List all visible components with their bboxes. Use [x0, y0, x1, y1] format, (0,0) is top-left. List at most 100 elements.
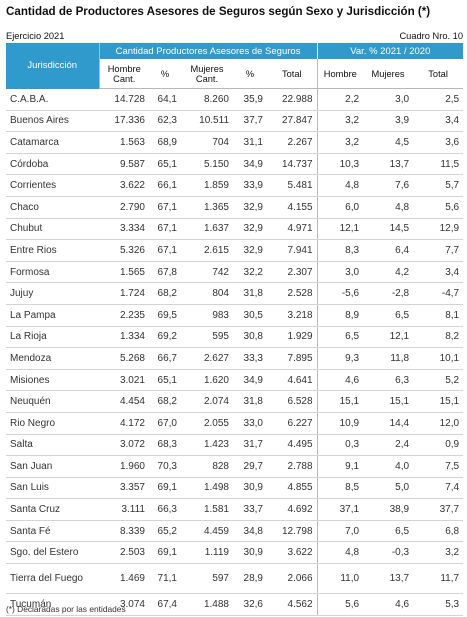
cell-total: 2.267	[267, 131, 318, 154]
cell-total: 6.227	[267, 412, 318, 435]
cell-hombre-cant: 2.503	[99, 541, 149, 565]
cell-hombre-pct: 69,5	[149, 304, 181, 327]
cell-jurisdiccion: Rio Negro	[6, 412, 99, 435]
cell-total: 5.481	[267, 174, 318, 197]
cell-jurisdiccion: C.A.B.A.	[6, 88, 99, 111]
cell-hombre-pct: 67,4	[149, 593, 181, 616]
cell-hombre-cant: 3.622	[99, 174, 149, 197]
cell-hombre-pct: 67,8	[149, 261, 181, 284]
cell-mujeres-pct: 31,8	[233, 390, 267, 413]
cell-mujeres-pct: 33,7	[233, 498, 267, 521]
cell-mujeres-cant: 1.859	[181, 174, 233, 197]
cell-var-mujeres: 6,5	[363, 520, 414, 543]
cell-var-mujeres: 13,7	[363, 563, 414, 595]
cell-jurisdiccion: Chaco	[6, 196, 99, 219]
cell-total: 3.218	[267, 304, 318, 327]
ejercicio-label: Ejercicio 2021	[6, 31, 65, 41]
cell-var-mujeres: -2,8	[363, 282, 414, 305]
cell-jurisdiccion: Tucumán	[6, 593, 99, 616]
cell-mujeres-pct: 37,7	[233, 110, 267, 133]
table-row: Santa Fé 8.339 65,2 4.459 34,8 12.798 7,0 6,5 6,…	[6, 520, 464, 543]
cell-var-total: 6,8	[413, 520, 464, 543]
cell-hombre-cant: 3.111	[99, 498, 149, 521]
cell-var-mujeres: 4,0	[363, 455, 414, 478]
cell-hombre-pct: 66,1	[149, 174, 181, 197]
cell-var-total: 8,1	[413, 304, 464, 327]
cell-total: 2.788	[267, 455, 318, 478]
cell-var-hombre: 10,3	[317, 153, 364, 176]
cell-mujeres-pct: 33,0	[233, 412, 267, 435]
cell-hombre-cant: 3.021	[99, 369, 149, 392]
header-hombre-pct: %	[149, 59, 181, 89]
cell-mujeres-pct: 34,9	[233, 153, 267, 176]
cell-var-total: -4,7	[413, 282, 464, 305]
table-row: Corrientes 3.622 66,1 1.859 33,9 5.481 4,8 7,6 5…	[6, 174, 464, 197]
cell-total: 4.692	[267, 498, 318, 521]
cell-jurisdiccion: Catamarca	[6, 131, 99, 154]
cell-hombre-pct: 62,3	[149, 110, 181, 133]
cell-hombre-pct: 68,2	[149, 390, 181, 413]
cell-mujeres-cant: 1.637	[181, 218, 233, 241]
cell-jurisdiccion: Córdoba	[6, 153, 99, 176]
cell-jurisdiccion: San Luis	[6, 477, 99, 500]
cell-mujeres-pct: 33,9	[233, 174, 267, 197]
cell-hombre-cant: 8.339	[99, 520, 149, 543]
cell-var-hombre: 8,3	[317, 239, 364, 262]
cell-jurisdiccion: Jujuy	[6, 282, 99, 305]
cell-jurisdiccion: Buenos Aires	[6, 110, 99, 133]
table-row: Formosa 1.565 67,8 742 32,2 2.307 3,0 4,2 3,4	[6, 261, 464, 284]
table-row: San Juan 1.960 70,3 828 29,7 2.788 9,1 4,0 7,5	[6, 455, 464, 478]
cell-hombre-pct: 69,2	[149, 326, 181, 349]
cell-var-total: 12,9	[413, 218, 464, 241]
cell-jurisdiccion: La Rioja	[6, 326, 99, 349]
cell-var-mujeres: 3,9	[363, 110, 414, 133]
cell-jurisdiccion: Neuquén	[6, 390, 99, 413]
cell-hombre-pct: 68,3	[149, 434, 181, 457]
cell-var-mujeres: 5,0	[363, 477, 414, 500]
cell-hombre-pct: 65,2	[149, 520, 181, 543]
header-var-total: Total	[413, 59, 464, 89]
header-jurisdiccion: Jurisdicción	[6, 43, 100, 89]
cell-total: 2.066	[267, 563, 318, 595]
cell-hombre-pct: 66,3	[149, 498, 181, 521]
header-cantidad-group: Cantidad Productores Asesores de Seguros	[99, 43, 318, 59]
cell-var-total: 7,5	[413, 455, 464, 478]
header-var-hombre: Hombre	[317, 59, 364, 89]
cell-var-total: 3,4	[413, 110, 464, 133]
table-row: Catamarca 1.563 68,9 704 31,1 2.267 3,2 4,5 3,6	[6, 131, 464, 154]
cell-jurisdiccion: Corrientes	[6, 174, 99, 197]
cell-hombre-pct: 65,1	[149, 153, 181, 176]
cell-var-hombre: 3,0	[317, 261, 364, 284]
cell-var-hombre: 15,1	[317, 390, 364, 413]
cell-hombre-cant: 3.334	[99, 218, 149, 241]
cell-var-hombre: 8,9	[317, 304, 364, 327]
cell-var-mujeres: 12,1	[363, 326, 414, 349]
cell-jurisdiccion: Tierra del Fuego	[6, 563, 99, 595]
cell-hombre-cant: 9.587	[99, 153, 149, 176]
cell-var-total: 3,4	[413, 261, 464, 284]
cell-mujeres-cant: 5.150	[181, 153, 233, 176]
cell-mujeres-pct: 32,9	[233, 196, 267, 219]
cell-var-total: 5,3	[413, 593, 464, 616]
cell-var-mujeres: 3,0	[363, 88, 414, 111]
cell-var-hombre: 5,6	[317, 593, 364, 616]
cell-total: 4.971	[267, 218, 318, 241]
cell-hombre-pct: 68,9	[149, 131, 181, 154]
cell-mujeres-cant: 2.627	[181, 347, 233, 370]
table-row: Sgo. del Estero 2.503 69,1 1.119 30,9 3.622 4,…	[6, 541, 464, 565]
header-hombre-cant: Hombre Cant.	[99, 59, 149, 89]
cell-total: 4.495	[267, 434, 318, 457]
cell-mujeres-pct: 34,9	[233, 369, 267, 392]
cell-mujeres-cant: 1.488	[181, 593, 233, 616]
cell-mujeres-cant: 595	[181, 326, 233, 349]
cell-var-mujeres: 7,6	[363, 174, 414, 197]
document-meta: Ejercicio 2021 Cuadro Nro. 10	[6, 31, 463, 41]
cell-hombre-cant: 3.357	[99, 477, 149, 500]
header-mujeres-pct: %	[233, 59, 267, 89]
cell-total: 22.988	[267, 88, 318, 111]
cell-hombre-cant: 1.334	[99, 326, 149, 349]
cell-mujeres-cant: 1.365	[181, 196, 233, 219]
cell-mujeres-cant: 597	[181, 563, 233, 595]
table-row: Tierra del Fuego 1.469 71,1 597 28,9 2.066 11,…	[6, 563, 464, 595]
cell-total: 12.798	[267, 520, 318, 543]
